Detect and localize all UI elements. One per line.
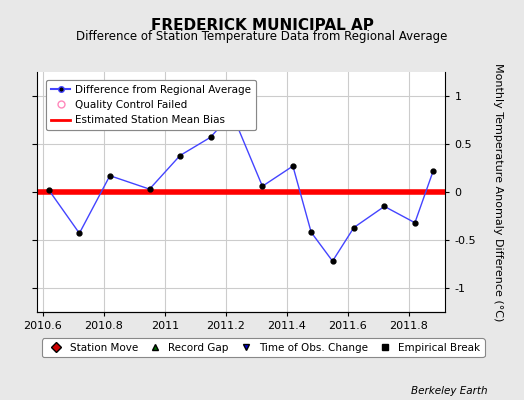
Text: FREDERICK MUNICIPAL AP: FREDERICK MUNICIPAL AP (150, 18, 374, 33)
Legend: Difference from Regional Average, Quality Control Failed, Estimated Station Mean: Difference from Regional Average, Qualit… (46, 80, 256, 130)
Text: Berkeley Earth: Berkeley Earth (411, 386, 487, 396)
Legend: Station Move, Record Gap, Time of Obs. Change, Empirical Break: Station Move, Record Gap, Time of Obs. C… (42, 338, 485, 357)
Y-axis label: Monthly Temperature Anomaly Difference (°C): Monthly Temperature Anomaly Difference (… (493, 63, 503, 321)
Text: Difference of Station Temperature Data from Regional Average: Difference of Station Temperature Data f… (77, 30, 447, 43)
